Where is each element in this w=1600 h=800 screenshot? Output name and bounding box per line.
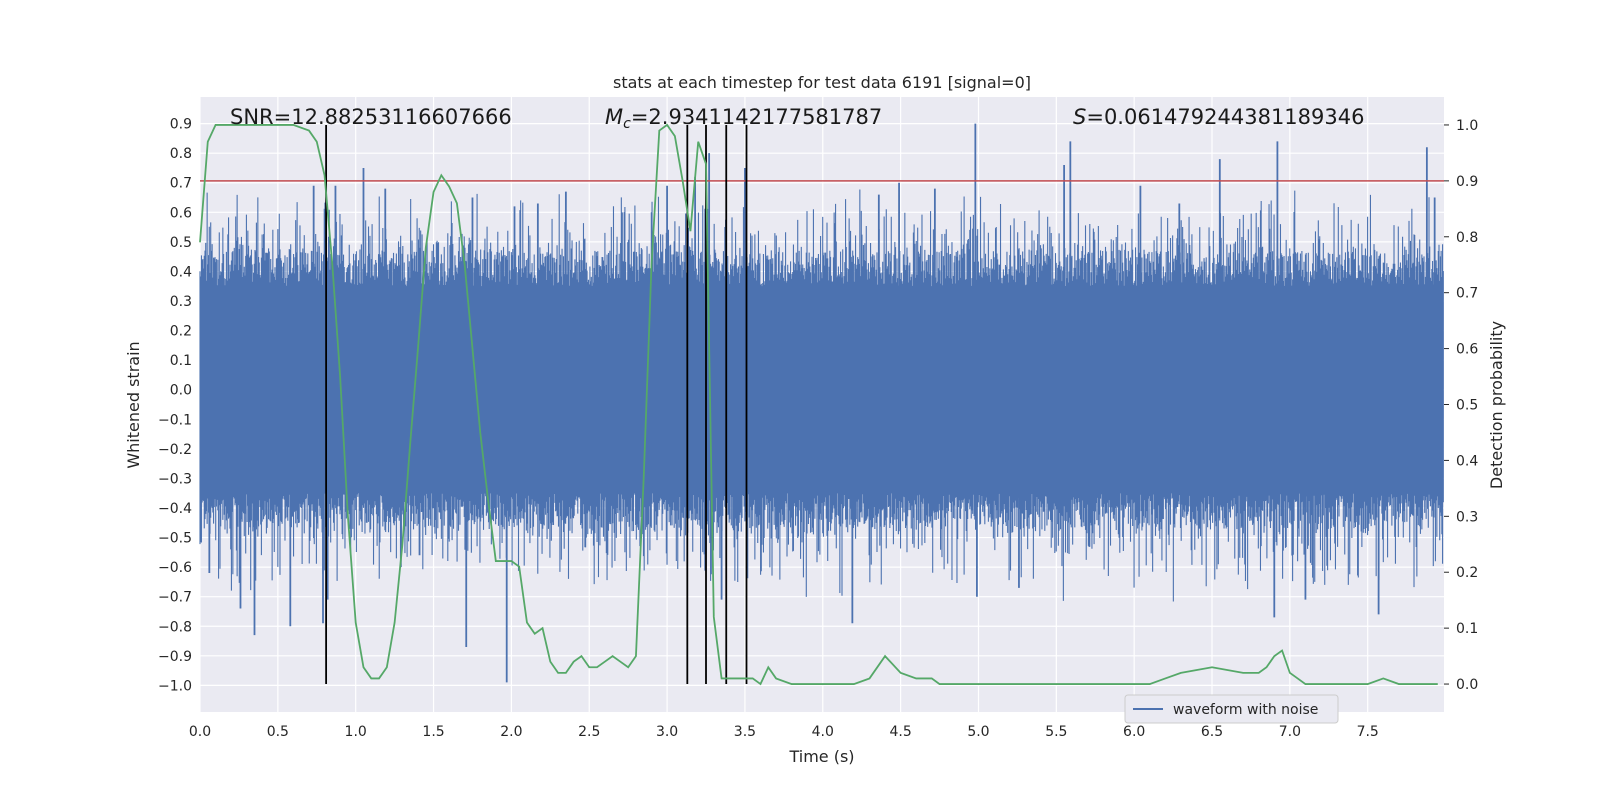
- y-right-tick-label: 0.4: [1456, 453, 1478, 469]
- x-axis-label: Time (s): [788, 747, 854, 766]
- x-tick-label: 6.0: [1123, 724, 1145, 740]
- axis-ticks: 0.0 0.5 1.0 1.5 2.0 2.5 3.0 3.5 4.0 4.5 5.0 5.5 6.0 6…: [158, 117, 1478, 740]
- y-tick-label: −1.0: [158, 678, 192, 694]
- y-axis-label: Whitened strain: [124, 341, 143, 468]
- chirp-mass-value: =2.9341142177581787: [631, 105, 882, 129]
- x-tick-label: 5.5: [1045, 724, 1067, 740]
- x-tick-label: 2.0: [500, 724, 522, 740]
- x-tick-label: 7.0: [1279, 724, 1301, 740]
- y-tick-label: 0.6: [170, 205, 192, 221]
- y-right-tick-label: 0.3: [1456, 509, 1478, 525]
- x-tick-label: 1.0: [345, 724, 367, 740]
- y-tick-label: −0.9: [158, 649, 192, 665]
- chirp-mass-subscript: c: [623, 116, 631, 132]
- y-right-tick-label: 0.1: [1456, 621, 1478, 637]
- s-annotation: S=0.061479244381189346: [1073, 105, 1364, 129]
- chirp-mass-symbol: M: [605, 105, 623, 129]
- chart-title: stats at each timestep for test data 619…: [613, 73, 1031, 92]
- legend-box: [1124, 694, 1339, 724]
- x-tick-label: 3.5: [734, 724, 756, 740]
- y-tick-label: 0.7: [170, 176, 192, 192]
- probability-line: [199, 123, 1438, 686]
- y-right-tick-label: 0.8: [1456, 230, 1478, 246]
- y-tick-label: 0.8: [170, 146, 192, 162]
- y-tick-label: 0.3: [170, 294, 192, 310]
- y-right-tick-label: 0.5: [1456, 398, 1478, 414]
- y-tick-label: 0.2: [170, 324, 192, 340]
- y-tick-label: 0.4: [170, 264, 192, 280]
- s-symbol: S: [1073, 105, 1086, 129]
- waveform-series: [199, 123, 1444, 683]
- detection-probability-series: [199, 123, 1438, 686]
- x-tick-label: 5.0: [967, 724, 989, 740]
- y-tick-label: 0.0: [170, 383, 192, 399]
- y-axis-right-label: Detection probability: [1487, 321, 1506, 489]
- x-tick-label: 3.0: [656, 724, 678, 740]
- y-tick-label: −0.6: [158, 560, 192, 576]
- y-right-tick-label: 0.2: [1456, 565, 1478, 581]
- y-right-tick-label: 0.7: [1456, 286, 1478, 302]
- y-tick-label: 0.1: [170, 353, 192, 369]
- x-tick-label: 4.5: [889, 724, 911, 740]
- y-tick-label: −0.4: [158, 501, 192, 517]
- x-tick-label: 0.0: [189, 724, 211, 740]
- legend: waveform with noise: [1124, 694, 1339, 724]
- x-tick-label: 4.0: [812, 724, 834, 740]
- y-right-tick-label: 0.9: [1456, 174, 1478, 190]
- y-right-tick-label: 0.0: [1456, 677, 1478, 693]
- s-value: =0.061479244381189346: [1086, 105, 1364, 129]
- x-tick-label: 6.5: [1201, 724, 1223, 740]
- chirp-mass-annotation: Mc=2.9341142177581787: [605, 105, 882, 132]
- y-tick-label: −0.2: [158, 442, 192, 458]
- vertical-markers: [325, 124, 748, 685]
- y-tick-label: −0.1: [158, 412, 192, 428]
- y-tick-label: −0.7: [158, 590, 192, 606]
- x-tick-label: 7.5: [1357, 724, 1379, 740]
- y-right-tick-label: 0.6: [1456, 342, 1478, 358]
- y-tick-label: 0.5: [170, 235, 192, 251]
- x-tick-label: 2.5: [578, 724, 600, 740]
- x-tick-label: 1.5: [422, 724, 444, 740]
- y-tick-label: −0.5: [158, 531, 192, 547]
- snr-annotation: SNR=12.88253116607666: [230, 105, 512, 129]
- y-tick-label: 0.9: [170, 117, 192, 133]
- x-tick-label: 0.5: [267, 724, 289, 740]
- y-right-tick-label: 1.0: [1456, 118, 1478, 134]
- legend-label: waveform with noise: [1173, 702, 1318, 718]
- y-tick-label: −0.3: [158, 471, 192, 487]
- y-tick-label: −0.8: [158, 619, 192, 635]
